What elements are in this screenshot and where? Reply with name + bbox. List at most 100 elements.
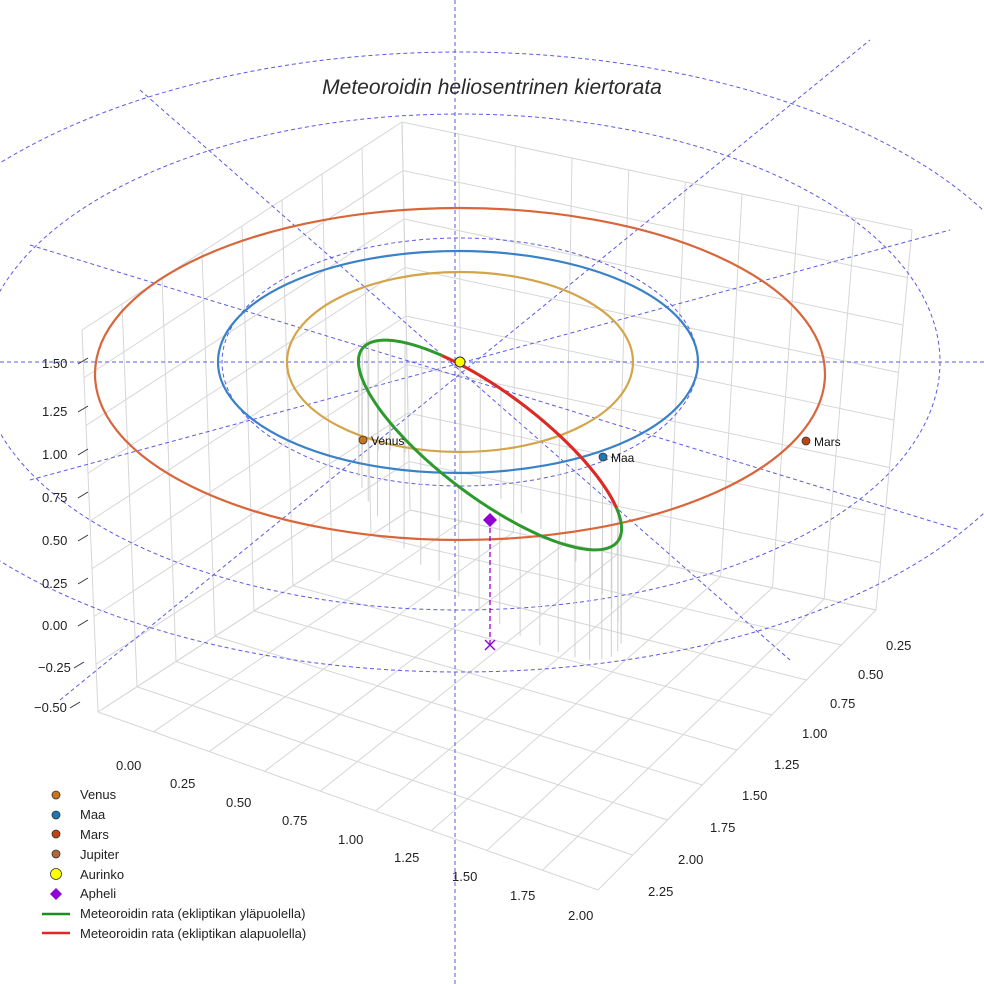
orbit-venus (285, 270, 635, 454)
z-tick-label: −0.25 (38, 660, 71, 675)
legend-label: Jupiter (80, 846, 120, 862)
legend-item: Meteoroidin rata (ekliptikan yläpuolella… (36, 904, 366, 924)
grid-line (95, 460, 881, 665)
x-tick-label: 0.25 (170, 776, 195, 791)
grid-line (89, 315, 895, 522)
x-tick-label: 0.00 (116, 758, 141, 773)
z-tick-mark (73, 661, 85, 669)
legend-item: Venus (36, 785, 366, 805)
y-tick-label: 1.00 (802, 726, 827, 741)
z-tick-label: 0.50 (42, 533, 67, 548)
legend: Venus Maa Mars Jupiter Aurinko Apheli Meteoroi… (36, 785, 366, 943)
y-tick-label: 1.50 (742, 788, 767, 803)
grid-line (97, 711, 599, 891)
legend-line-icon (36, 907, 76, 921)
legend-label: Meteoroidin rata (ekliptikan yläpuolella… (80, 906, 306, 922)
x-tick-label: 1.50 (452, 869, 477, 884)
z-tick-mark (77, 491, 89, 499)
grid-line (83, 169, 908, 379)
grid-line (331, 560, 807, 681)
z-tick-mark (77, 357, 89, 365)
orbit-mars (93, 206, 827, 542)
legend-item: Apheli (36, 884, 366, 904)
z-tick-label: 1.00 (42, 447, 67, 462)
z-tick-label: −0.50 (34, 700, 67, 715)
x-tick-label: 1.25 (394, 850, 419, 865)
meteoroid-orbit-below (441, 354, 618, 509)
legend-item: Meteoroidin rata (ekliptikan alapuolella… (36, 924, 366, 944)
legend-item: Mars (36, 825, 366, 845)
legend-label: Mars (80, 826, 109, 842)
drop-lines (358, 340, 622, 660)
grid-line (81, 121, 913, 331)
legend-label: Apheli (80, 886, 117, 902)
ecliptic-ray (59, 39, 871, 701)
legend-dot-icon (36, 827, 76, 841)
legend-dot-icon (36, 808, 76, 822)
ecliptic-ray (29, 244, 961, 531)
grid-line (409, 509, 877, 611)
y-tick-label: 1.25 (774, 757, 799, 772)
y-tick-label: 0.50 (858, 667, 883, 682)
grid-line (292, 585, 772, 716)
legend-line-icon (36, 926, 76, 940)
grid-line (136, 686, 633, 856)
aphelion-marker (483, 513, 497, 527)
ecliptic-ray (139, 89, 791, 661)
legend-dot-icon (36, 847, 76, 861)
grid-line (91, 363, 890, 570)
tick-labels: 1.501.251.000.750.500.250.00−0.25−0.500.… (34, 356, 911, 923)
orbits (93, 206, 827, 552)
sun-marker (454, 356, 466, 368)
legend-diamond-icon (36, 887, 76, 901)
z-tick-label: 0.00 (42, 618, 67, 633)
z-tick-mark (69, 701, 81, 709)
x-tick-label: 2.00 (568, 908, 593, 923)
z-tick-mark (77, 534, 89, 542)
grid-line (87, 266, 899, 474)
grid-line (85, 218, 904, 426)
axis-grid (81, 121, 913, 891)
aphelion-projection-marker (484, 639, 496, 651)
x-tick-label: 0.50 (226, 795, 251, 810)
ecliptic-ring (0, 51, 984, 673)
grid-line (370, 534, 842, 646)
x-tick-label: 1.75 (510, 888, 535, 903)
y-tick-label: 1.75 (710, 820, 735, 835)
planet-label-venus: Venus (371, 434, 404, 448)
legend-label: Venus (80, 787, 117, 803)
chart-title: Meteoroidin heliosentrinen kiertorata (322, 76, 662, 99)
ecliptic-ray (29, 229, 951, 481)
z-tick-mark (77, 619, 89, 627)
z-tick-label: 1.50 (42, 356, 67, 371)
grid-line (214, 635, 703, 786)
y-tick-label: 2.00 (678, 852, 703, 867)
planet-marker-venus (358, 435, 368, 445)
z-tick-mark (77, 405, 89, 413)
legend-sun-icon (36, 867, 76, 881)
z-tick-mark (77, 577, 89, 585)
grid-line (93, 412, 886, 617)
legend-label: Maa (80, 807, 106, 823)
planet-label-maa: Maa (611, 451, 635, 465)
y-tick-label: 2.25 (648, 884, 673, 899)
planet-marker-mars (801, 436, 811, 446)
markers: Venus Maa Mars (358, 356, 841, 651)
y-tick-label: 0.75 (830, 696, 855, 711)
legend-item: Aurinko (36, 864, 366, 884)
z-tick-label: 0.75 (42, 490, 67, 505)
legend-item: Maa (36, 805, 366, 825)
y-tick-label: 0.25 (886, 638, 911, 653)
z-tick-label: 0.25 (42, 576, 67, 591)
legend-label: Meteoroidin rata (ekliptikan alapuolella… (80, 925, 307, 941)
x-tick-label: 1.00 (338, 832, 363, 847)
planet-marker-maa (598, 452, 608, 462)
grid-line (253, 610, 738, 751)
legend-item: Jupiter (36, 844, 366, 864)
legend-dot-icon (36, 788, 76, 802)
z-tick-label: 1.25 (42, 404, 67, 419)
legend-label: Aurinko (80, 866, 125, 882)
